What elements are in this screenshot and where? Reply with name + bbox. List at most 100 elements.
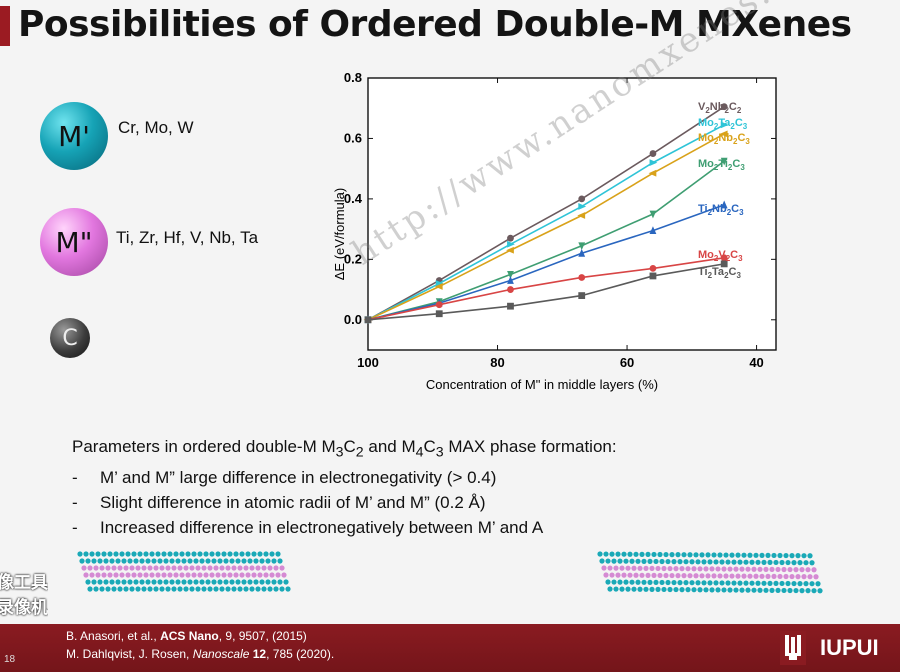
slab-atom (87, 586, 93, 592)
slab-atom (255, 586, 261, 592)
slab-atom (673, 566, 679, 572)
slab-atom (687, 573, 693, 579)
slab-atom (629, 579, 635, 585)
intro-text-3: and M (363, 437, 416, 456)
slab-atom (611, 558, 617, 564)
reference-2: M. Dahlqvist, J. Rosen, Nanoscale 12, 78… (66, 647, 334, 661)
data-point (435, 280, 444, 287)
slab-atom (697, 566, 703, 572)
y-tick-label: 0.2 (344, 251, 362, 266)
slab-atom (221, 551, 227, 557)
slab-atom (253, 558, 259, 564)
slab-atom (141, 586, 147, 592)
slab-atom (115, 579, 121, 585)
slab-atom (709, 587, 715, 593)
slab-atom (753, 573, 759, 579)
slab-atom (781, 566, 787, 573)
slab-atom (93, 565, 99, 571)
slab-atom (199, 558, 205, 564)
slab-atom (747, 573, 753, 579)
slab-atom (755, 559, 761, 565)
slab-atom (789, 573, 795, 580)
slab-atom (657, 572, 663, 579)
slab-atom (663, 551, 669, 558)
data-point (720, 121, 729, 129)
slab-atom (683, 580, 689, 586)
slab-atom (665, 579, 671, 586)
slab-atom (263, 551, 269, 557)
slab-atom (145, 558, 151, 564)
slab-atom (283, 579, 289, 585)
slab-atom (119, 572, 125, 578)
slab-atom (199, 579, 205, 585)
slab-atom (197, 572, 203, 578)
slab-atom (803, 581, 809, 587)
slab-atom (173, 551, 179, 557)
parameters-intro: Parameters in ordered double-M M3C2 and … (72, 434, 617, 465)
slab-atom (175, 558, 181, 564)
slab-atom (259, 579, 265, 585)
slab-atom (659, 558, 665, 565)
slab-atom (613, 565, 619, 571)
crystal-slab-images (77, 551, 823, 594)
slab-atom (125, 551, 131, 557)
slab-atom (619, 586, 625, 592)
slab-atom (207, 565, 213, 571)
slab-atom (177, 565, 183, 571)
data-point (507, 286, 514, 293)
crystal-slab-right (597, 551, 823, 594)
intro-text-5: MAX phase formation: (443, 437, 617, 456)
data-point (648, 169, 657, 177)
slab-atom (727, 566, 733, 572)
slab-atom (117, 586, 123, 592)
series-line-Mo2Nb2C3 (367, 133, 725, 321)
ref2-authors: M. Dahlqvist, J. Rosen, (66, 647, 193, 661)
slab-atom (191, 572, 197, 578)
slab-atom (631, 586, 637, 592)
slab-atom (147, 586, 153, 592)
slab-atom (761, 580, 767, 586)
slab-atom (229, 579, 235, 585)
slab-atom (129, 586, 135, 592)
slab-atom (183, 586, 189, 592)
slab-atom (233, 551, 239, 557)
slab-atom (701, 559, 707, 565)
slab-atom (627, 572, 633, 578)
slab-atom (83, 572, 89, 578)
slab-atom (141, 565, 147, 571)
slab-atom (113, 551, 119, 557)
intro-text-2: C (343, 437, 356, 456)
series-line-V2Nb2C3 (367, 106, 725, 321)
data-point (649, 226, 657, 235)
slab-atom (117, 565, 123, 571)
slab-atom (769, 587, 775, 593)
ref1-journal: ACS Nano (160, 629, 219, 643)
slab-atom (149, 572, 155, 578)
slab-atom (599, 558, 605, 564)
slab-atom (693, 573, 699, 579)
slab-atom (733, 566, 739, 572)
slab-atom (89, 551, 95, 557)
slab-atom (743, 580, 749, 586)
slab-atom (713, 580, 719, 586)
slab-atom (167, 551, 173, 557)
slab-atom (661, 565, 667, 572)
slab-atom (661, 586, 667, 593)
slab-atom (725, 580, 731, 586)
slab-atom (279, 586, 285, 592)
slab-atom (683, 559, 689, 565)
slab-atom (787, 587, 793, 594)
slab-atom (707, 559, 713, 565)
ref2-journal: Nanoscale (192, 647, 250, 661)
slab-atom (165, 586, 171, 592)
slab-atom (775, 566, 781, 573)
slab-atom (719, 559, 725, 565)
slab-atom (111, 586, 117, 592)
slab-atom (147, 565, 153, 571)
slab-atom (807, 553, 813, 559)
slab-atom (729, 552, 735, 558)
slab-atom (187, 579, 193, 585)
slab-atom (133, 558, 139, 564)
slab-atom (625, 586, 631, 592)
slab-atom (227, 551, 233, 557)
